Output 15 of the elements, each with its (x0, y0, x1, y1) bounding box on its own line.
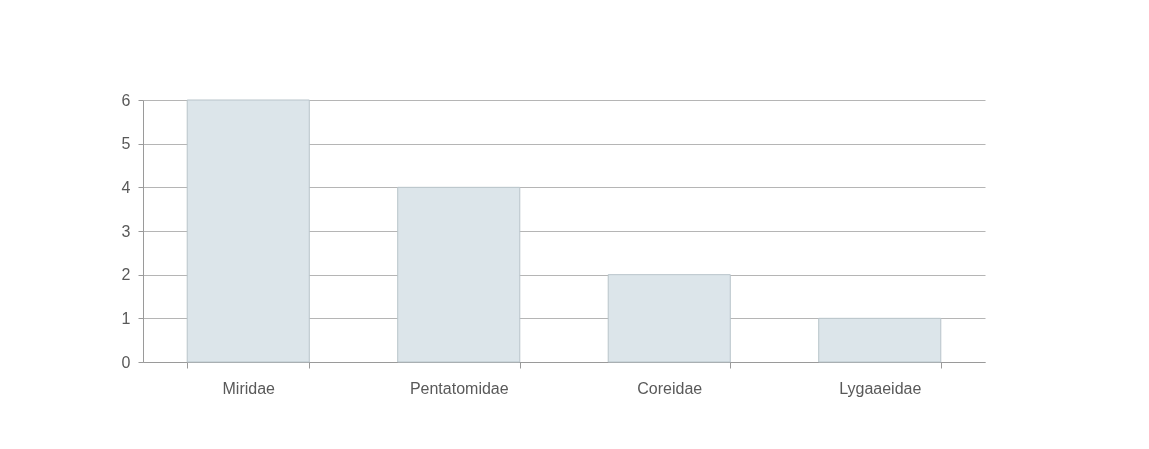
bar (607, 274, 731, 363)
y-tick-label: 4 (121, 178, 131, 196)
y-tick-label: 0 (121, 353, 131, 371)
y-tick-label: 5 (121, 135, 131, 153)
y-tick-label: 1 (121, 309, 131, 327)
bar (397, 186, 521, 363)
y-tick-label: 3 (121, 222, 131, 240)
x-tick-label: Coreidae (637, 379, 703, 397)
x-tick-label: Miridae (222, 379, 276, 397)
bar (818, 317, 942, 363)
bar (186, 99, 310, 363)
y-tick-label: 2 (121, 266, 131, 284)
x-tick-label: Pentatomidae (409, 379, 509, 397)
y-tick-label: 6 (121, 91, 131, 109)
x-tick-label: Lygaaeidae (839, 379, 922, 397)
